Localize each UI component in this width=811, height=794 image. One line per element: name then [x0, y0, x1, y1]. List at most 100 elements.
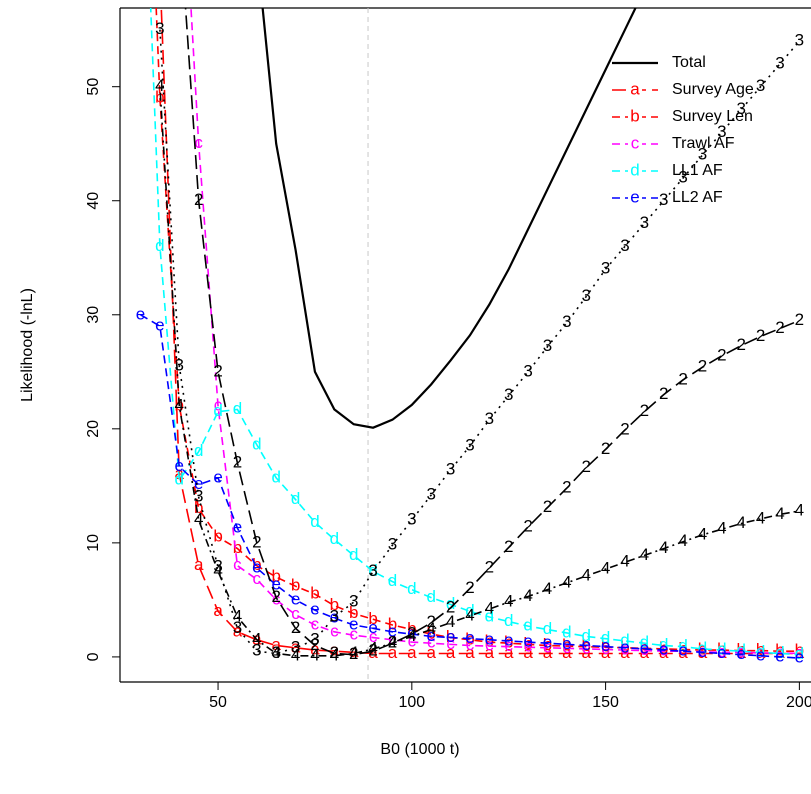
- point-marker: 2: [562, 478, 571, 497]
- point-marker: a: [640, 643, 650, 662]
- point-marker: d: [581, 626, 590, 645]
- point-marker: c: [291, 604, 300, 623]
- point-marker: a: [659, 643, 669, 662]
- point-marker: a: [291, 637, 301, 656]
- point-marker: 3: [717, 122, 726, 141]
- y-tick-label: 40: [85, 192, 102, 210]
- point-marker: 3: [485, 409, 494, 428]
- point-marker: c: [621, 640, 630, 659]
- point-marker: b: [640, 638, 649, 657]
- point-marker: a: [795, 643, 805, 662]
- legend-label: Total: [672, 54, 706, 71]
- legend-marker: a: [630, 79, 640, 98]
- point-marker: 4: [368, 638, 377, 657]
- point-marker: a: [620, 643, 630, 662]
- point-marker: e: [252, 557, 261, 576]
- point-marker: 4: [233, 606, 242, 625]
- point-marker: c: [601, 639, 610, 658]
- point-marker: 2: [368, 641, 377, 660]
- point-marker: 4: [310, 645, 319, 664]
- point-marker: d: [368, 561, 377, 580]
- point-marker: 4: [543, 579, 552, 598]
- point-marker: d: [737, 641, 746, 660]
- point-marker: 3: [330, 606, 339, 625]
- point-marker: 3: [620, 236, 629, 255]
- point-marker: a: [485, 643, 495, 662]
- point-marker: e: [213, 467, 222, 486]
- legend-marker: d: [630, 160, 639, 179]
- legend-marker-bg: [628, 81, 642, 99]
- point-marker: 2: [213, 361, 222, 380]
- point-marker: a: [504, 643, 514, 662]
- point-marker: d: [562, 622, 571, 641]
- point-marker: 2: [640, 401, 649, 420]
- series-line: [159, 29, 800, 655]
- point-marker: 2: [678, 369, 687, 388]
- series-line: [155, 8, 800, 653]
- point-marker: 3: [756, 76, 765, 95]
- point-marker: 4: [465, 605, 474, 624]
- point-marker: 3: [213, 556, 222, 575]
- point-marker: 2: [543, 497, 552, 516]
- point-marker: a: [175, 464, 185, 483]
- point-marker: d: [504, 611, 513, 630]
- point-marker: d: [407, 579, 416, 598]
- point-marker: 2: [698, 357, 707, 376]
- point-marker: e: [504, 630, 513, 649]
- point-marker: 2: [601, 439, 610, 458]
- point-marker: d: [756, 642, 765, 661]
- point-marker: a: [330, 641, 340, 660]
- point-marker: 4: [194, 510, 203, 529]
- point-marker: d: [698, 638, 707, 657]
- point-marker: 4: [388, 633, 397, 652]
- point-marker: c: [582, 638, 591, 657]
- point-marker: 3: [388, 535, 397, 554]
- point-marker: d: [620, 630, 629, 649]
- point-marker: 2: [194, 190, 203, 209]
- point-marker: 4: [581, 565, 590, 584]
- point-marker: a: [446, 643, 456, 662]
- point-marker: c: [718, 642, 727, 661]
- y-axis-label: Likelihood (-lnL): [19, 288, 36, 402]
- point-marker: b: [698, 640, 707, 659]
- point-marker: d: [601, 628, 610, 647]
- point-marker: d: [485, 606, 494, 625]
- point-marker: 4: [155, 76, 164, 95]
- legend-label: LL2 AF: [672, 189, 723, 206]
- point-marker: d: [194, 441, 203, 460]
- point-marker: 4: [426, 619, 435, 638]
- point-marker: a: [213, 601, 223, 620]
- point-marker: 4: [659, 538, 668, 557]
- point-marker: a: [407, 643, 417, 662]
- point-marker: 3: [155, 19, 164, 38]
- point-marker: e: [581, 635, 590, 654]
- point-marker: 2: [271, 587, 280, 606]
- point-marker: b: [368, 609, 377, 628]
- point-marker: b: [485, 632, 494, 651]
- point-marker: 2: [620, 419, 629, 438]
- point-marker: c: [311, 614, 320, 633]
- point-marker: 3: [640, 213, 649, 232]
- point-marker: 3: [175, 356, 184, 375]
- series-line: [160, 8, 800, 655]
- point-marker: c: [543, 637, 552, 656]
- point-marker: e: [659, 640, 668, 659]
- point-marker: e: [233, 518, 242, 537]
- point-marker: 3: [310, 629, 319, 648]
- point-marker: a: [252, 629, 262, 648]
- point-marker: 4: [620, 552, 629, 571]
- point-marker: 4: [407, 626, 416, 645]
- point-marker: e: [368, 618, 377, 637]
- point-marker: d: [291, 489, 300, 508]
- point-marker: e: [349, 614, 358, 633]
- point-marker: e: [717, 643, 726, 662]
- point-marker: e: [678, 641, 687, 660]
- point-marker: d: [349, 545, 358, 564]
- point-marker: 2: [330, 643, 339, 662]
- point-marker: 2: [659, 384, 668, 403]
- y-tick-label: 50: [85, 78, 102, 96]
- point-marker: 3: [659, 190, 668, 209]
- point-marker: d: [678, 636, 687, 655]
- point-marker: e: [562, 634, 571, 653]
- point-marker: d: [775, 643, 784, 662]
